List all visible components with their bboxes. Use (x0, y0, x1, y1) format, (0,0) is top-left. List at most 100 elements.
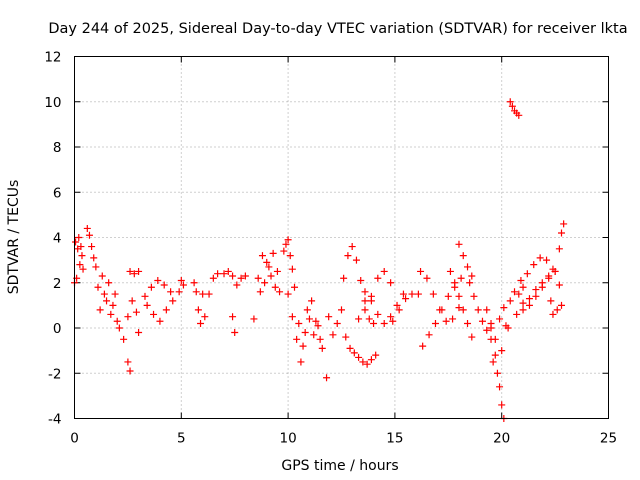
x-tick-label: 20 (493, 431, 510, 447)
data-point (305, 315, 313, 323)
data-point (280, 247, 288, 255)
data-point (299, 342, 307, 350)
data-point (130, 270, 138, 278)
data-point (367, 297, 375, 305)
data-point (79, 265, 87, 273)
data-point (286, 252, 294, 260)
data-point (389, 317, 397, 325)
data-point (120, 335, 128, 343)
data-point (545, 272, 553, 280)
data-points (71, 98, 568, 422)
series-arc-21 (305, 315, 331, 382)
data-point (361, 297, 369, 305)
data-point (271, 283, 279, 291)
data-point (446, 267, 454, 275)
y-tick-label: 4 (53, 231, 62, 247)
data-point (517, 276, 525, 284)
data-point (365, 315, 373, 323)
series-arc-27 (389, 290, 422, 325)
series-arc-40 (547, 220, 568, 305)
data-point (254, 274, 262, 282)
data-point (455, 240, 463, 248)
series-arc-4 (96, 279, 121, 325)
data-point (438, 306, 446, 314)
data-point (519, 306, 527, 314)
data-point (423, 274, 431, 282)
data-point (128, 297, 136, 305)
data-point (92, 263, 100, 271)
series-arc-12 (201, 270, 222, 321)
series-arc-26 (361, 288, 407, 327)
series-arc-19 (284, 290, 309, 366)
data-point (355, 315, 363, 323)
data-point (177, 276, 185, 284)
data-point (474, 306, 482, 314)
data-point (303, 306, 311, 314)
data-point (98, 272, 106, 280)
data-point (350, 349, 358, 357)
data-point (470, 292, 478, 300)
data-point (500, 304, 508, 312)
data-point (263, 258, 271, 266)
series-arc-1 (71, 234, 87, 287)
x-tick-label: 5 (177, 431, 186, 447)
y-tick-label: 6 (53, 185, 62, 201)
data-point (387, 313, 395, 321)
data-point (374, 310, 382, 318)
data-point (194, 306, 202, 314)
series-arc-3 (94, 272, 132, 343)
data-point (237, 274, 245, 282)
data-point (77, 243, 85, 251)
series-arc-25 (355, 267, 395, 323)
data-point (96, 306, 104, 314)
data-point (269, 249, 277, 257)
data-point (162, 306, 170, 314)
data-point (209, 274, 217, 282)
data-point (111, 290, 119, 298)
data-point (468, 272, 476, 280)
data-point (344, 252, 352, 260)
data-point (402, 295, 410, 303)
data-point (496, 383, 504, 391)
data-point (519, 283, 527, 291)
data-point (282, 240, 290, 248)
data-point (192, 288, 200, 296)
data-point (555, 281, 563, 289)
data-point (555, 245, 563, 253)
series-arc-35 (487, 304, 512, 343)
data-point (150, 310, 158, 318)
data-point (103, 297, 111, 305)
data-point (333, 319, 341, 327)
data-point (288, 265, 296, 273)
series-arc-13 (220, 267, 237, 280)
data-point (126, 367, 134, 375)
series-arc-30 (446, 267, 476, 341)
data-point (431, 319, 439, 327)
data-point (489, 358, 497, 366)
data-point (220, 270, 228, 278)
data-point (414, 290, 422, 298)
data-point (105, 279, 113, 287)
data-point (338, 306, 345, 314)
data-point (504, 324, 512, 332)
data-point (543, 256, 551, 264)
data-point (395, 306, 403, 314)
series-arc-39 (519, 267, 559, 307)
data-point (291, 283, 299, 291)
data-point (316, 335, 324, 343)
data-point (466, 279, 474, 287)
series-arc-22 (325, 306, 345, 339)
data-point (357, 276, 365, 284)
data-point (478, 317, 486, 325)
series-arc-7 (128, 297, 143, 337)
data-point (408, 290, 416, 298)
data-point (273, 267, 281, 275)
data-point (276, 288, 284, 296)
data-point (519, 299, 527, 307)
y-tick-label: 10 (44, 95, 61, 111)
data-point (449, 315, 457, 323)
data-point (265, 263, 273, 271)
plot-frame (74, 56, 609, 419)
data-point (496, 315, 504, 323)
y-tick-label: 8 (53, 140, 62, 156)
